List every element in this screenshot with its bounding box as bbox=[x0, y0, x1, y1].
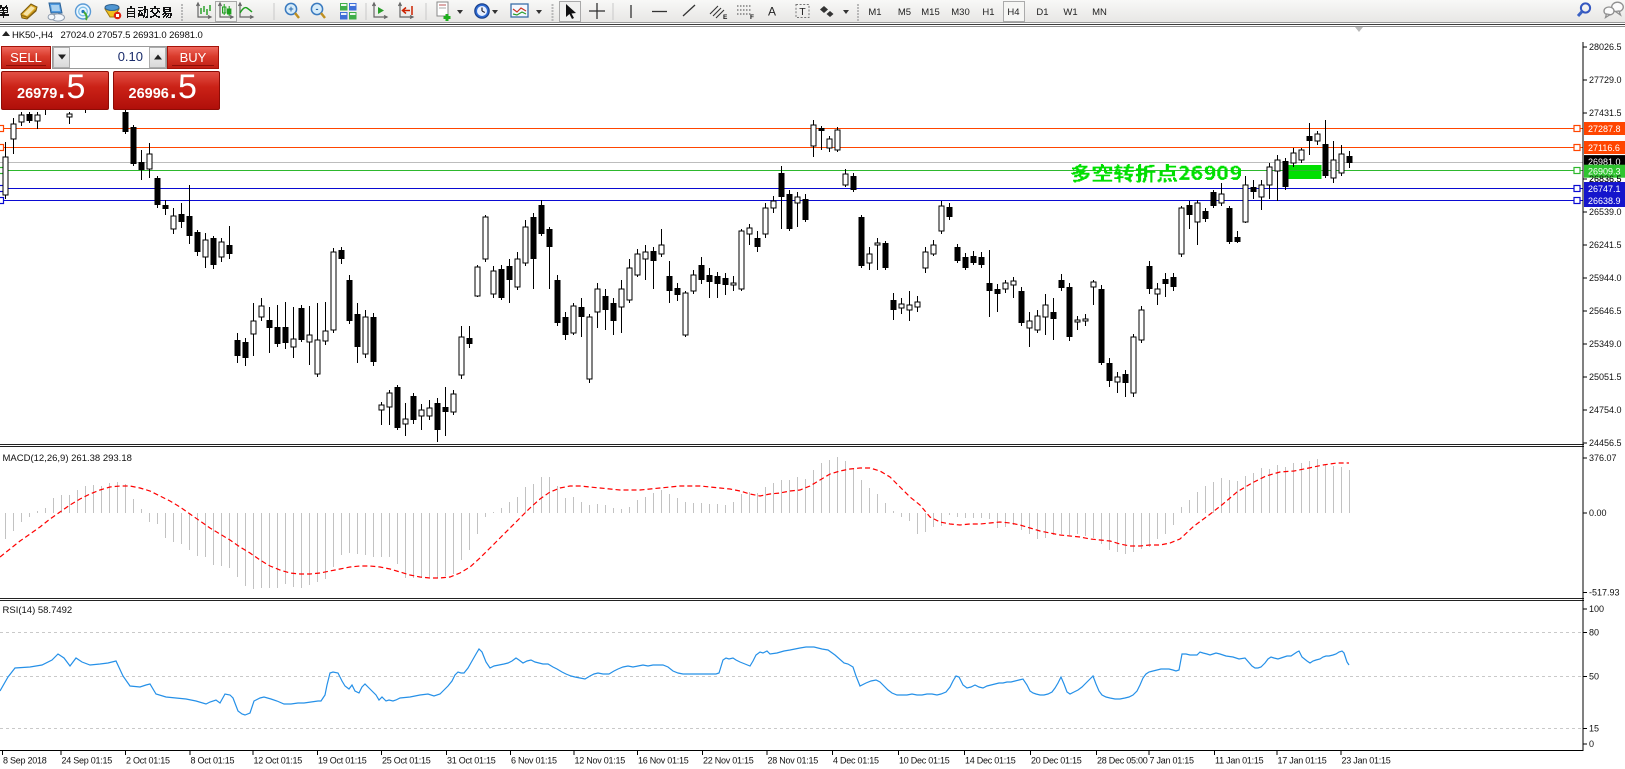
svg-text:376.07: 376.07 bbox=[1589, 453, 1617, 463]
svg-text:50: 50 bbox=[1589, 672, 1599, 682]
svg-text:2 Oct 01:15: 2 Oct 01:15 bbox=[126, 756, 170, 766]
svg-text:+: + bbox=[288, 4, 293, 14]
svg-text:M1: M1 bbox=[868, 7, 881, 18]
svg-text:8 Sep 2018: 8 Sep 2018 bbox=[3, 756, 47, 766]
svg-text:26747.1: 26747.1 bbox=[1588, 184, 1621, 194]
svg-text:H1: H1 bbox=[982, 7, 994, 18]
svg-text:25349.0: 25349.0 bbox=[1589, 339, 1622, 349]
svg-text:25646.5: 25646.5 bbox=[1589, 306, 1622, 316]
svg-text:17 Jan 01:15: 17 Jan 01:15 bbox=[1278, 756, 1327, 766]
svg-text:14 Dec 01:15: 14 Dec 01:15 bbox=[965, 756, 1016, 766]
svg-text:7 Jan 01:15: 7 Jan 01:15 bbox=[1150, 756, 1195, 766]
svg-text:16 Nov 01:15: 16 Nov 01:15 bbox=[638, 756, 689, 766]
svg-text:M30: M30 bbox=[951, 7, 969, 18]
svg-text:25944.0: 25944.0 bbox=[1589, 273, 1622, 283]
svg-text:80: 80 bbox=[1589, 628, 1599, 638]
svg-text:-: - bbox=[316, 4, 319, 14]
svg-text:26241.5: 26241.5 bbox=[1589, 240, 1622, 250]
svg-text:25051.5: 25051.5 bbox=[1589, 372, 1622, 382]
svg-text:26638.9: 26638.9 bbox=[1588, 196, 1621, 206]
svg-text:MACD(12,26,9) 261.38 293.18: MACD(12,26,9) 261.38 293.18 bbox=[3, 453, 132, 464]
svg-text:19 Oct 01:15: 19 Oct 01:15 bbox=[318, 756, 367, 766]
svg-text:28 Dec 05:00: 28 Dec 05:00 bbox=[1097, 756, 1148, 766]
svg-text:23 Jan 01:15: 23 Jan 01:15 bbox=[1342, 756, 1391, 766]
svg-text:24456.5: 24456.5 bbox=[1589, 438, 1622, 448]
svg-text:26981.0: 26981.0 bbox=[1588, 157, 1621, 167]
svg-text:26836.5: 26836.5 bbox=[1589, 174, 1622, 184]
svg-text:100: 100 bbox=[1589, 604, 1604, 614]
svg-text:-517.93: -517.93 bbox=[1589, 588, 1620, 598]
svg-text:W1: W1 bbox=[1063, 7, 1077, 18]
svg-text:26909.3: 26909.3 bbox=[1588, 167, 1621, 177]
svg-text:0.00: 0.00 bbox=[1589, 508, 1607, 518]
svg-text:T: T bbox=[799, 6, 806, 18]
svg-text:24 Sep 01:15: 24 Sep 01:15 bbox=[62, 756, 113, 766]
svg-text:11 Jan 01:15: 11 Jan 01:15 bbox=[1215, 756, 1264, 766]
svg-text:27729.0: 27729.0 bbox=[1589, 75, 1622, 85]
svg-text:26539.0: 26539.0 bbox=[1589, 207, 1622, 217]
svg-text:M5: M5 bbox=[898, 7, 911, 18]
svg-text:RSI(14) 58.7492: RSI(14) 58.7492 bbox=[3, 605, 73, 616]
svg-text:H4: H4 bbox=[1007, 7, 1019, 18]
svg-text:12 Nov 01:15: 12 Nov 01:15 bbox=[575, 756, 626, 766]
svg-text:31 Oct 01:15: 31 Oct 01:15 bbox=[447, 756, 496, 766]
svg-text:25 Oct 01:15: 25 Oct 01:15 bbox=[382, 756, 431, 766]
svg-text:28026.5: 28026.5 bbox=[1589, 42, 1622, 52]
svg-text:A: A bbox=[768, 5, 776, 19]
svg-text:27116.6: 27116.6 bbox=[1588, 143, 1620, 153]
svg-text:15: 15 bbox=[1589, 724, 1599, 734]
svg-text:6 Nov 01:15: 6 Nov 01:15 bbox=[511, 756, 557, 766]
svg-text:22 Nov 01:15: 22 Nov 01:15 bbox=[703, 756, 754, 766]
svg-text:F: F bbox=[750, 14, 754, 21]
svg-text:M15: M15 bbox=[921, 7, 939, 18]
svg-text:4 Dec 01:15: 4 Dec 01:15 bbox=[833, 756, 879, 766]
svg-text:E: E bbox=[723, 14, 728, 21]
svg-text:26836.5: 26836.5 bbox=[1589, 174, 1622, 184]
svg-text:D1: D1 bbox=[1036, 7, 1048, 18]
svg-text:27287.8: 27287.8 bbox=[1588, 124, 1621, 134]
svg-text:27431.5: 27431.5 bbox=[1589, 108, 1622, 118]
svg-text:10 Dec 01:15: 10 Dec 01:15 bbox=[899, 756, 950, 766]
svg-text:MN: MN bbox=[1092, 7, 1107, 18]
svg-text:8 Oct 01:15: 8 Oct 01:15 bbox=[191, 756, 235, 766]
svg-text:12 Oct 01:15: 12 Oct 01:15 bbox=[254, 756, 303, 766]
svg-text:24754.0: 24754.0 bbox=[1589, 405, 1622, 415]
svg-text:20 Dec 01:15: 20 Dec 01:15 bbox=[1031, 756, 1082, 766]
svg-text:0: 0 bbox=[1589, 739, 1594, 749]
svg-text:28 Nov 01:15: 28 Nov 01:15 bbox=[768, 756, 819, 766]
